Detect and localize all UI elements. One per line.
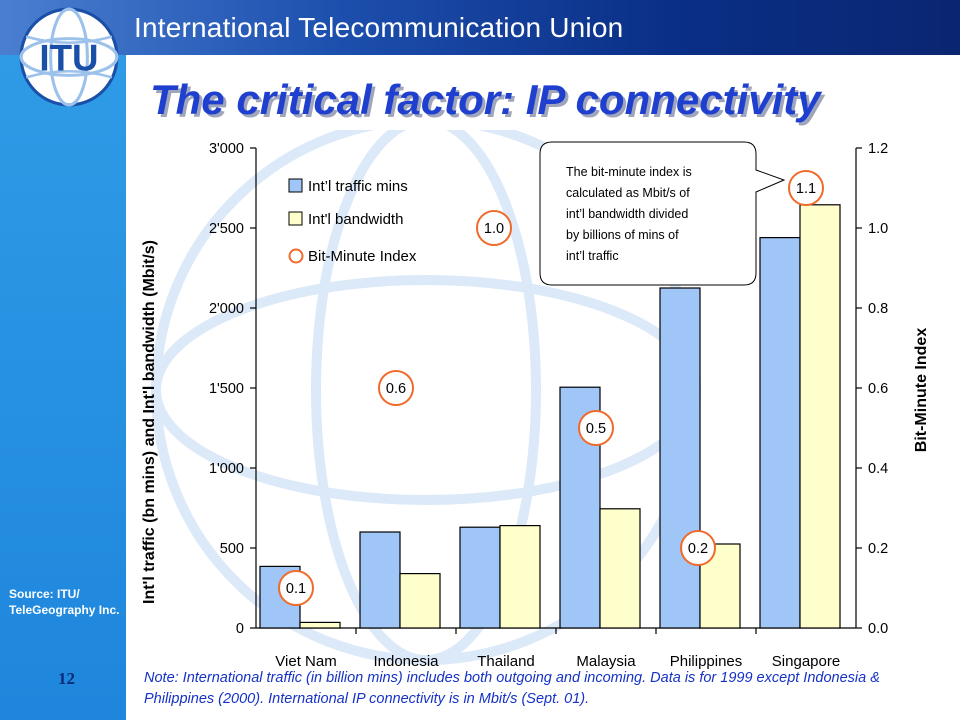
logo-text: ITU bbox=[39, 37, 98, 78]
y-left-tick-label: 3'000 bbox=[209, 141, 244, 157]
callout-line-5: int’l traffic bbox=[566, 249, 619, 263]
bar-traffic bbox=[459, 526, 501, 629]
bottom-note: Note: International traffic (in billion … bbox=[144, 670, 880, 708]
index-marker-label: 0.6 bbox=[386, 381, 406, 397]
legend-swatch-traffic bbox=[288, 178, 303, 193]
legend-label-index: Bit-Minute Index bbox=[308, 248, 417, 265]
index-marker bbox=[476, 210, 512, 246]
y-left-tick-label: 2'000 bbox=[209, 301, 244, 317]
slide-title: The critical factor: IP connectivity bbox=[150, 76, 821, 123]
bar-traffic bbox=[759, 236, 801, 629]
y-right-tick-label: 0.4 bbox=[868, 461, 888, 477]
bar-traffic bbox=[359, 531, 401, 629]
left-axis-ticks: 0 500 1'000 1'500 2'000 2'500 3'000 bbox=[209, 141, 256, 637]
index-marker-label: 1.0 bbox=[484, 221, 504, 237]
bar-bandwidth bbox=[599, 508, 641, 629]
bar-bandwidth bbox=[799, 204, 841, 629]
y-right-tick-label: 0.8 bbox=[868, 301, 888, 317]
category-label: Thailand bbox=[477, 653, 535, 670]
callout-line-2: calculated as Mbit/s of bbox=[566, 186, 690, 200]
left-stripe bbox=[0, 55, 126, 720]
y-right-tick-label: 0.6 bbox=[868, 381, 888, 397]
category-label: Philippines bbox=[670, 653, 743, 670]
index-marker bbox=[578, 410, 614, 446]
bar-bandwidth bbox=[499, 525, 541, 629]
legend-swatch-bandwidth bbox=[288, 211, 303, 226]
callout-line-1: The bit-minute index is bbox=[566, 165, 692, 179]
source-note: Source: ITU/ TeleGeography Inc. bbox=[9, 587, 120, 617]
y-left-axis-label: Int'l traffic (bn mins) and Int'l bandwi… bbox=[141, 240, 158, 604]
legend-marker-index bbox=[288, 248, 304, 264]
index-marker bbox=[788, 170, 824, 206]
category-label: Malaysia bbox=[576, 653, 636, 670]
y-right-tick-label: 0.2 bbox=[868, 541, 888, 557]
legend-label-traffic: Int’l traffic mins bbox=[308, 178, 408, 195]
y-left-tick-label: 0 bbox=[236, 621, 244, 637]
y-right-tick-label: 1.0 bbox=[868, 221, 888, 237]
index-markers: 0.1 0.6 1.0 0.5 0.2 1.1 bbox=[278, 170, 824, 606]
index-marker-label: 0.1 bbox=[286, 581, 306, 597]
category-label: Indonesia bbox=[373, 653, 439, 670]
org-name: International Telecommunication Union bbox=[134, 12, 624, 43]
bar-traffic bbox=[659, 287, 701, 629]
index-marker-label: 0.5 bbox=[586, 421, 606, 437]
y-left-tick-label: 500 bbox=[220, 541, 244, 557]
index-marker-label: 1.1 bbox=[796, 181, 816, 197]
y-left-tick-label: 1'000 bbox=[209, 461, 244, 477]
bar-bandwidth bbox=[399, 573, 441, 629]
y-left-tick-label: 1'500 bbox=[209, 381, 244, 397]
category-label: Viet Nam bbox=[275, 653, 336, 670]
index-marker bbox=[278, 570, 314, 606]
itu-logo: ITU bbox=[19, 7, 119, 107]
callout-line-3: int’l bandwidth divided bbox=[566, 207, 688, 221]
bar-bandwidth bbox=[299, 621, 341, 629]
page-number: 12 bbox=[58, 669, 75, 688]
y-right-axis-label: Bit-Minute Index bbox=[913, 328, 930, 453]
callout: The bit-minute index is calculated as Mb… bbox=[539, 141, 786, 286]
legend-label-bandwidth: Int'l bandwidth bbox=[308, 211, 403, 228]
y-left-tick-label: 2'500 bbox=[209, 221, 244, 237]
index-marker bbox=[378, 370, 414, 406]
category-labels: Viet Nam Indonesia Thailand Malaysia Philipp… bbox=[275, 628, 840, 670]
y-right-tick-label: 0.0 bbox=[868, 621, 888, 637]
header-bar: International Telecommunication Union bbox=[0, 0, 960, 55]
category-label: Singapore bbox=[772, 653, 840, 670]
callout-line-4: by billions of mins of bbox=[566, 228, 679, 242]
y-right-tick-label: 1.2 bbox=[868, 141, 888, 157]
index-marker-label: 0.2 bbox=[688, 541, 708, 557]
legend: Int’l traffic mins Int'l bandwidth Bit-M… bbox=[288, 178, 417, 265]
index-marker bbox=[680, 530, 716, 566]
right-axis-ticks: 0.0 0.2 0.4 0.6 0.8 1.0 1.2 bbox=[856, 141, 888, 637]
